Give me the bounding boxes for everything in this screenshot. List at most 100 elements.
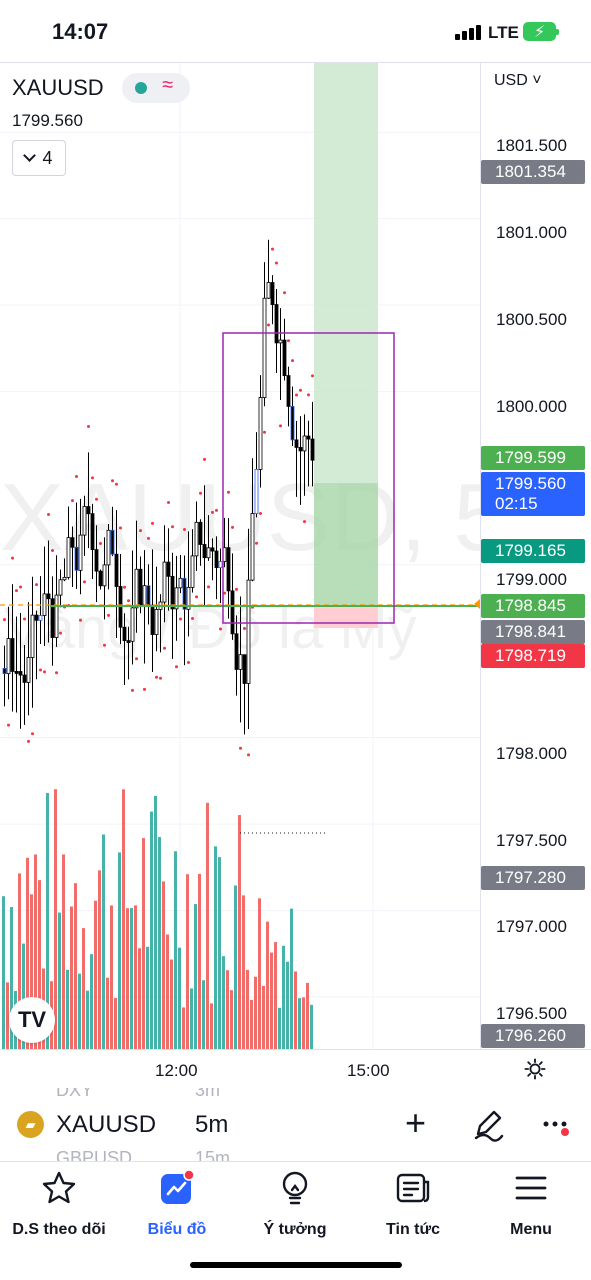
sar-dot [135,657,138,661]
sar-dot [183,527,186,531]
candle-body [310,438,315,461]
sar-dot [39,668,42,672]
candle-body [138,568,143,606]
volume-bar [218,857,221,1049]
indicators-toggle-button[interactable]: 4 [12,140,66,176]
volume-bar [86,990,89,1049]
sar-dot [95,497,98,501]
price-tag-level: 1798.841 [481,620,585,644]
sar-dot [87,424,90,428]
nav-item-news[interactable]: Tin tức [354,1170,472,1239]
star-icon [42,1171,76,1204]
sar-dot [139,529,142,533]
candle-body [110,529,115,555]
sar-dot [103,643,106,647]
tradingview-logo[interactable]: TV [9,997,55,1043]
market-status[interactable]: ≈ [122,73,191,103]
candle-body [294,439,299,448]
candle-body [210,547,215,552]
nav-item-chart[interactable]: Biểu đồ [118,1169,236,1239]
sar-dot [291,359,294,363]
candle-body [246,579,251,684]
volume-bar [94,900,97,1049]
symbol-selector[interactable]: XAUUSD [56,1111,157,1138]
status-time: 14:07 [52,19,109,44]
sar-dot [283,291,286,295]
time-label: 12:00 [155,1061,198,1080]
sar-dot [307,393,310,397]
time-scale[interactable]: 12:00 15:00 [0,1049,591,1088]
nav-item-menu[interactable]: Menu [472,1170,590,1239]
price-tag-ma: 1799.165 [481,539,585,563]
sar-dot [243,627,246,631]
add-plus-icon[interactable]: + [405,1102,427,1143]
volume-bar [102,834,105,1049]
chart-area[interactable]: XAUUSD, 5 Vàng / Đô la Mỹ XAUUSD ≈ 1799.… [0,62,591,1088]
candle-body [86,506,91,515]
volume-bar [82,928,85,1049]
symbol-title[interactable]: XAUUSD [12,75,104,100]
bottom-navigation: D.S theo dõi Biểu đồ Ý tưởng Tin tức Men… [0,1162,591,1280]
sar-dot [199,491,202,495]
sar-dot [163,646,166,650]
nav-item-ideas[interactable]: Ý tưởng [236,1170,354,1239]
candle-body [94,549,99,572]
volume-bar [250,1000,253,1049]
battery-icon: ⚡ [523,22,559,41]
candle-body [134,568,139,609]
nav-item-watchlist[interactable]: D.S theo dõi [0,1170,118,1239]
candle-body [18,671,23,676]
candle-body [254,469,259,514]
volume-bar [114,998,117,1049]
status-bar: 14:07 LTE ⚡ [0,0,591,62]
wave-icon: ≈ [162,74,174,96]
candle-body [22,674,27,683]
volume-bar [210,1003,213,1049]
sar-dot [239,746,242,750]
volume-bar [90,954,93,1049]
candle-body [274,304,279,344]
interval-selector[interactable]: 5m [195,1111,229,1138]
sar-dot [179,617,182,621]
volume-bar [154,795,157,1049]
chart-toolbar: DXY 3m GBPUSD 15m ▰ XAUUSD 5m + [0,1088,591,1162]
sar-dot [83,580,86,584]
settings-gear-icon[interactable] [524,1058,546,1080]
volume-bar [158,837,161,1049]
volume-bar [178,947,181,1049]
gold-bars-icon[interactable]: ▰ [17,1111,44,1138]
sar-dot [147,536,150,540]
candle-body [286,375,291,407]
sar-dot [187,661,190,665]
price-chart[interactable] [0,63,480,1049]
volume-bar [274,942,277,1049]
candle-body [50,598,55,638]
volume-bar [266,921,269,1049]
sar-dot [55,671,58,675]
currency-dropdown[interactable]: USD ˅ [494,72,542,89]
sar-dot [263,430,266,434]
market-open-icon [135,82,148,94]
candle-body [230,590,235,635]
volume-bar [66,969,69,1049]
sar-dot [167,500,170,504]
sar-dot [15,589,18,593]
volume-bar [270,952,273,1049]
price-tick: 1800.000 [496,397,567,416]
candle-body [130,607,135,642]
price-scale[interactable]: USD ˅ 1801.500 1801.000 1800.500 1800.00… [480,63,591,1049]
sar-dot [211,510,214,514]
drawing-pen-icon[interactable] [470,1106,506,1142]
more-options-icon[interactable] [541,1110,571,1140]
volume-bar [258,898,261,1049]
price-tick: 1801.000 [496,223,567,242]
volume-bar [46,793,49,1049]
volume-bar [186,874,189,1049]
sar-dot [51,548,54,552]
volume-bar [310,1004,313,1049]
candle-body [14,670,19,674]
sar-dot [119,526,122,530]
chevron-down-icon [23,149,37,162]
sar-dot [175,665,178,669]
candle-body [46,593,51,600]
